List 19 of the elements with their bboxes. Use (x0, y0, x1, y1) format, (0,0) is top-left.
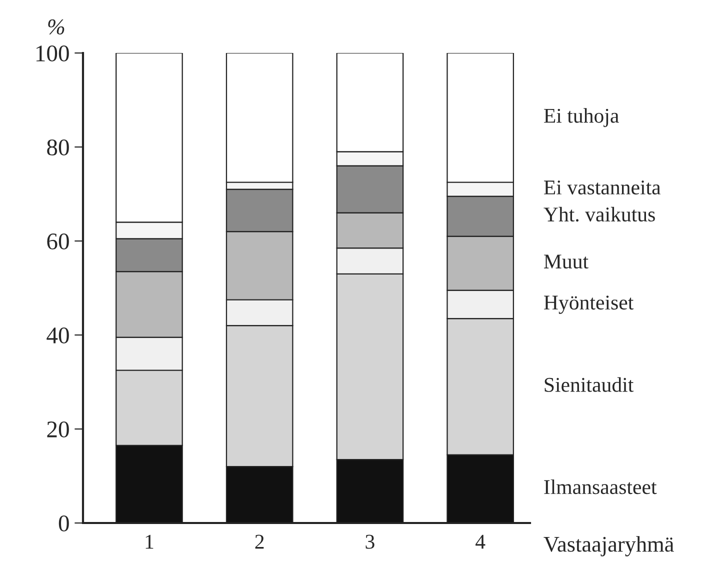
y-tick-label: 80 (47, 139, 69, 156)
series-label: Muut (544, 254, 588, 269)
y-tick-label: 100 (36, 45, 69, 62)
series-label: Yht. vaikutus (544, 206, 655, 222)
y-tick-label: 40 (46, 327, 69, 344)
y-tick-label: 60 (47, 233, 69, 250)
x-tick-label: 3 (366, 534, 374, 549)
x-axis-title: Vastaajaryhmä (544, 536, 674, 556)
series-label: Hyönteiset (544, 296, 634, 314)
series-label: Ei tuhoja (544, 108, 619, 128)
series-label: Ilmansaasteet (544, 479, 657, 494)
y-tick-label: 20 (47, 421, 69, 438)
y-axis-title: % (48, 19, 64, 34)
y-tick-label: 0 (58, 515, 69, 532)
series-label: Sienitaudit (544, 377, 634, 392)
x-tick-label: 2 (255, 534, 264, 549)
series-label: Ei vastanneita (544, 180, 661, 195)
x-tick-label: 1 (146, 534, 154, 549)
x-tick-label: 4 (476, 534, 486, 549)
